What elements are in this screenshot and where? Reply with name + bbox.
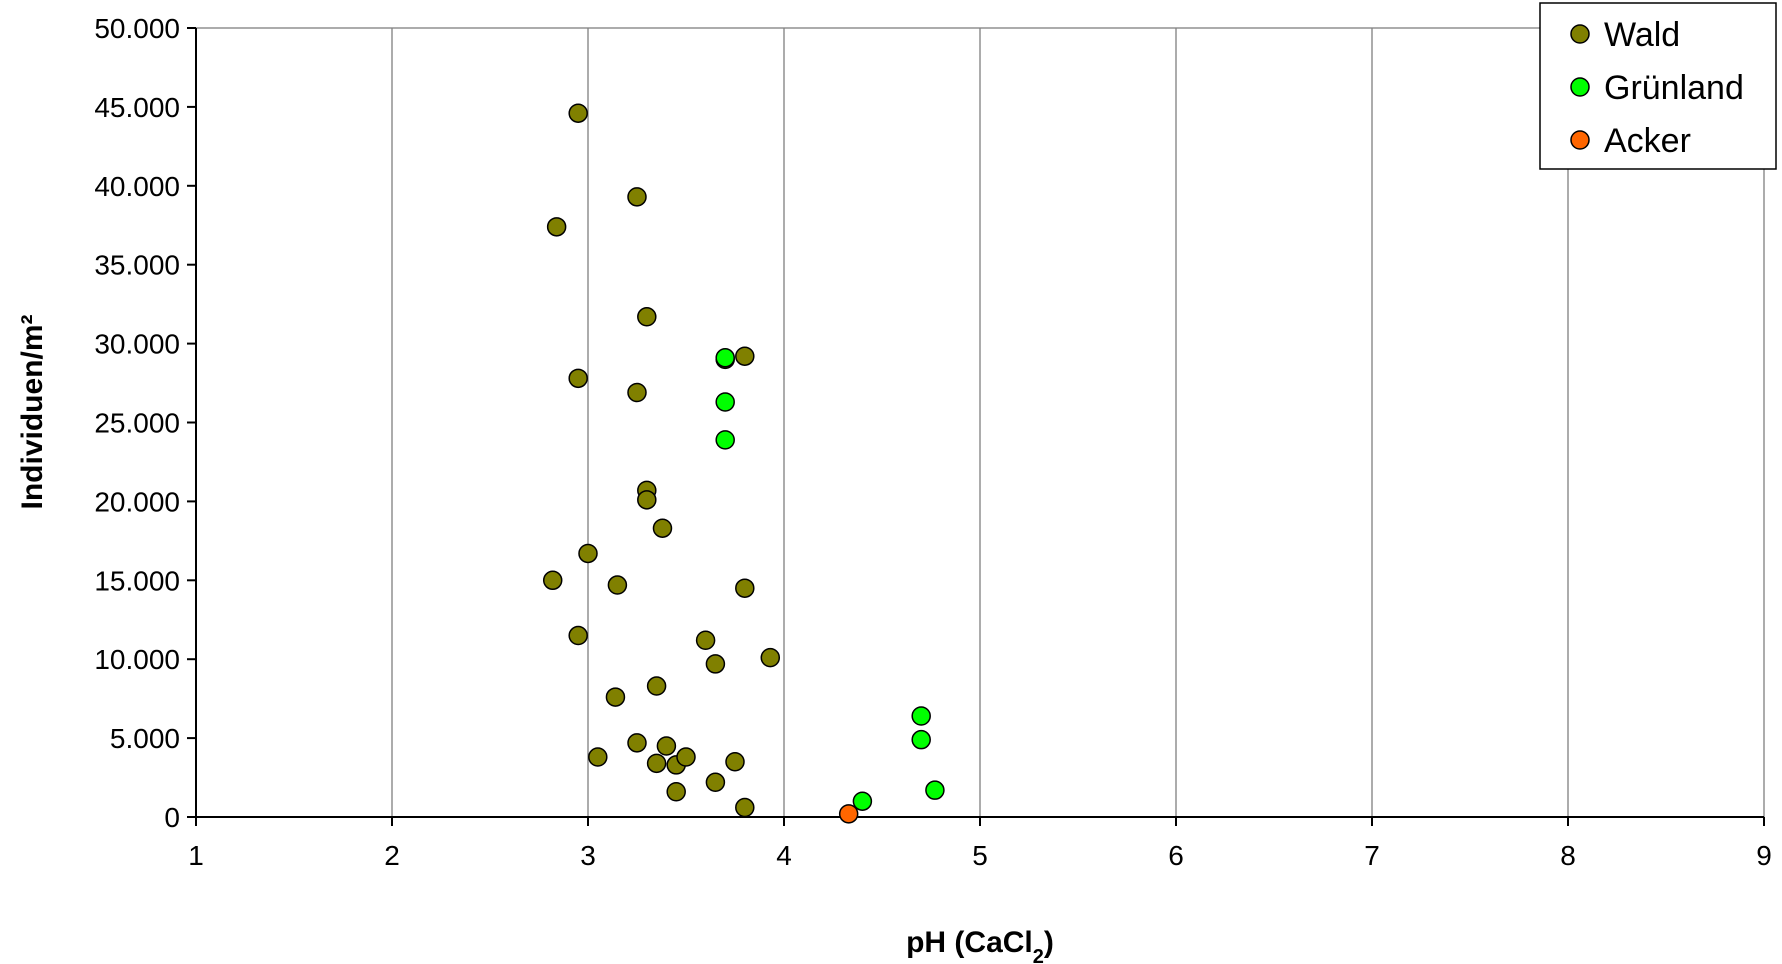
y-tick-label: 0	[164, 802, 180, 833]
point-wald	[695, 630, 716, 651]
point-wald	[735, 797, 755, 818]
point-gr-nland	[852, 791, 873, 811]
point-wald	[546, 217, 567, 237]
legend: Wald Grünland Acker	[1539, 2, 1777, 170]
point-wald	[676, 747, 696, 767]
point-wald	[666, 782, 686, 802]
x-tick-label: 5	[972, 840, 988, 871]
legend-marker-acker	[1570, 130, 1590, 150]
y-tick-label: 15.000	[94, 565, 180, 596]
point-acker	[838, 804, 859, 824]
point-wald	[627, 187, 647, 207]
legend-marker-gr-nland	[1570, 77, 1590, 97]
point-gr-nland	[715, 392, 735, 412]
point-wald	[588, 747, 608, 767]
point-wald	[735, 578, 755, 598]
point-gr-nland	[715, 430, 735, 450]
x-tick-label: 4	[776, 840, 792, 871]
point-wald	[627, 382, 647, 403]
x-axis-title: pH (CaCl2)	[906, 926, 1054, 964]
point-wald	[705, 654, 726, 674]
y-tick-label: 40.000	[94, 171, 180, 202]
point-wald	[607, 575, 628, 595]
point-wald	[627, 733, 647, 753]
y-tick-label: 50.000	[94, 13, 180, 44]
legend-label-wald: Wald	[1604, 16, 1680, 54]
axes	[187, 27, 1765, 826]
y-tick-label: 30.000	[94, 329, 180, 360]
y-tick-label: 20.000	[94, 486, 180, 517]
x-tick-label: 1	[188, 840, 204, 871]
point-wald	[605, 687, 626, 707]
point-wald	[568, 625, 588, 646]
point-wald	[542, 570, 563, 591]
point-wald	[568, 103, 588, 123]
tick-labels: 0 5.000 10.000 15.000 20.000 25.000 30.000 35.0…	[94, 13, 1771, 871]
x-tick-label: 8	[1560, 840, 1576, 871]
point-gr-nland	[925, 780, 945, 800]
point-gr-nland	[911, 706, 931, 726]
y-tick-label: 25.000	[94, 408, 180, 439]
point-wald	[725, 752, 745, 772]
x-tick-label: 6	[1168, 840, 1184, 871]
y-tick-label: 45.000	[94, 92, 180, 123]
legend-marker-wald	[1570, 24, 1590, 44]
point-gr-nland	[715, 348, 735, 368]
y-axis-title: Individuen/m²	[16, 314, 49, 509]
point-wald	[705, 772, 726, 793]
legend-label-gr-nland: Grünland	[1604, 69, 1744, 107]
grid-lines	[391, 28, 1569, 817]
y-tick-label: 5.000	[110, 723, 180, 754]
point-wald	[735, 346, 755, 366]
point-gr-nland	[911, 729, 931, 750]
point-wald	[656, 736, 677, 756]
y-tick-label: 10.000	[94, 644, 180, 675]
x-tick-label: 2	[384, 840, 400, 871]
x-axis-title-main: pH (CaCl	[906, 926, 1033, 959]
point-wald	[760, 647, 781, 668]
x-axis-title-subscript: 2	[1033, 946, 1044, 964]
axis-titles: pH (CaCl2) Individuen/m²	[16, 314, 1054, 964]
point-wald	[637, 490, 657, 510]
data-points	[542, 103, 945, 824]
x-tick-label: 9	[1756, 840, 1772, 871]
point-wald	[578, 543, 598, 564]
point-wald	[652, 518, 673, 538]
x-tick-label: 3	[580, 840, 596, 871]
y-tick-label: 35.000	[94, 250, 180, 281]
legend-label-acker: Acker	[1604, 122, 1691, 160]
point-wald	[646, 676, 667, 696]
point-wald	[637, 307, 657, 327]
point-wald	[646, 753, 667, 774]
point-wald	[568, 368, 588, 389]
x-tick-label: 7	[1364, 840, 1380, 871]
x-axis-title-suffix: )	[1044, 926, 1054, 959]
